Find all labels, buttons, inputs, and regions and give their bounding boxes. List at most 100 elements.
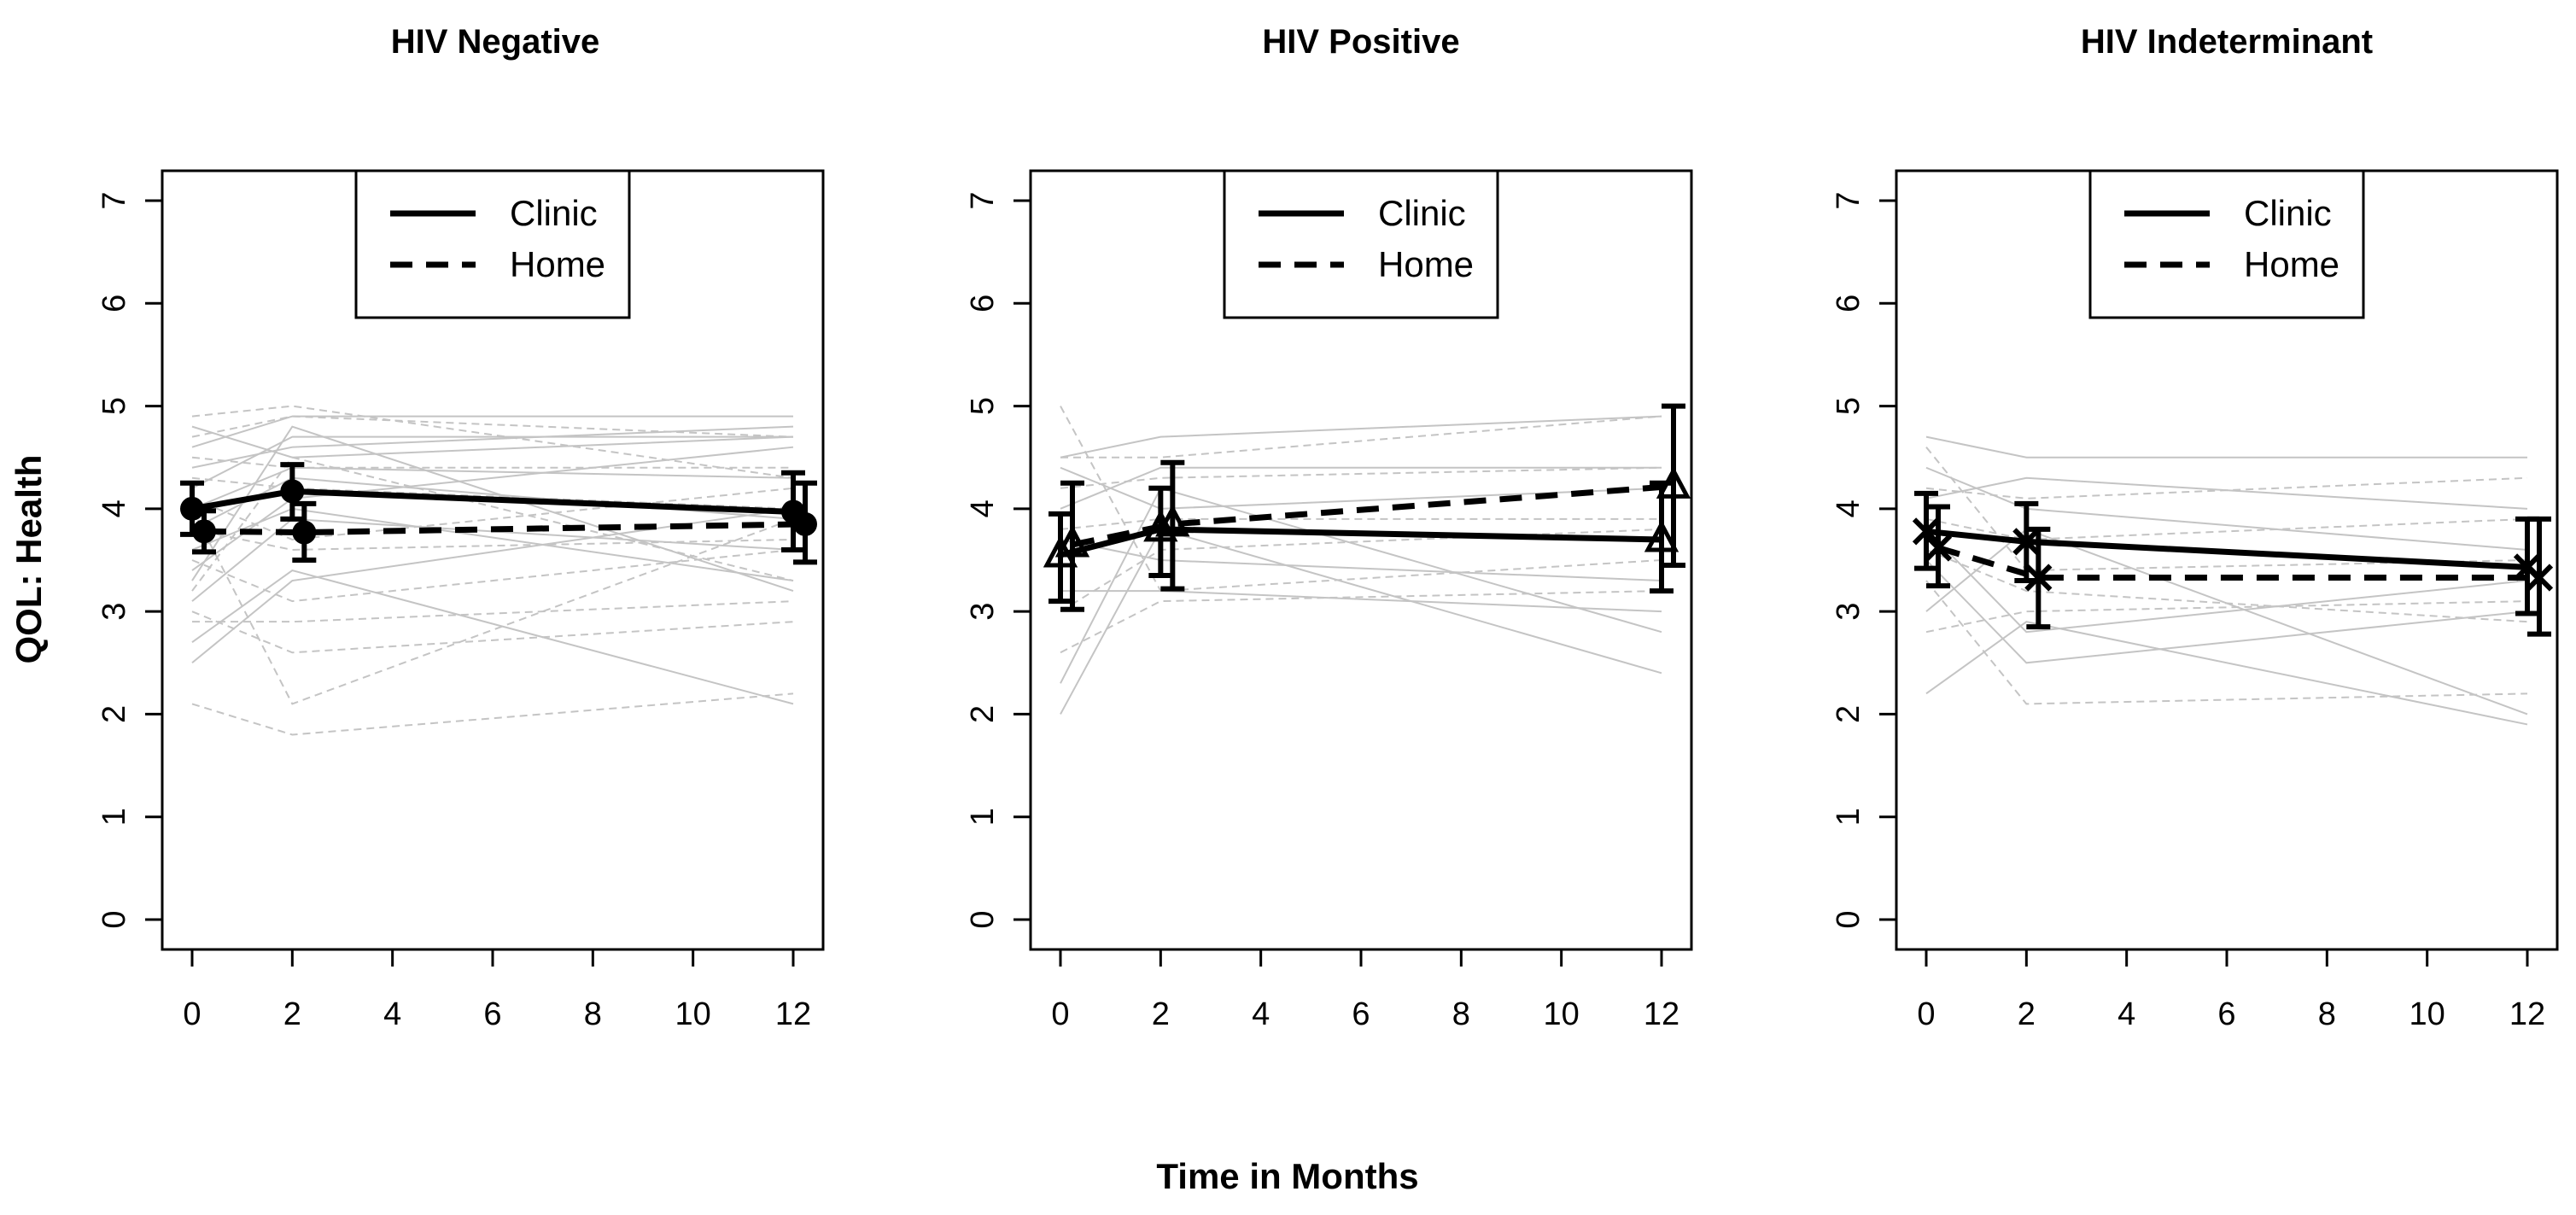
individual-line-clinic — [1925, 621, 2528, 726]
x-tick-label: 4 — [1252, 996, 1270, 1032]
data-point — [1912, 517, 1941, 546]
y-tick-label: 6 — [96, 295, 132, 313]
panel-title: HIV Positive — [1262, 23, 1459, 61]
x-tick-label: 10 — [1544, 996, 1580, 1032]
x-tick-label: 8 — [2318, 996, 2336, 1032]
legend-box — [2088, 169, 2365, 319]
individual-line-home — [191, 456, 794, 592]
legend: Clinic Home — [1223, 169, 1499, 319]
data-point — [1924, 534, 1953, 562]
individual-line-home — [1060, 415, 1662, 459]
series-line-home — [1937, 545, 2539, 581]
data-point — [2024, 564, 2053, 592]
individual-line-home — [1925, 580, 2528, 705]
data-point — [192, 519, 216, 544]
individual-line-home — [1060, 590, 1662, 654]
y-axis-label: QOL: Health — [9, 454, 49, 663]
individual-line-clinic — [191, 435, 793, 489]
individual-line-home — [1925, 476, 2528, 499]
individual-line-home — [1060, 406, 1662, 593]
x-tick-label: 12 — [1644, 996, 1679, 1032]
x-tick-label: 8 — [1452, 996, 1470, 1032]
x-tick-label: 12 — [775, 996, 811, 1032]
y-tick-label: 6 — [1831, 295, 1866, 313]
individual-line-clinic — [1925, 529, 2528, 634]
panel-title: HIV Negative — [391, 23, 600, 61]
x-tick-label: 4 — [383, 996, 401, 1032]
y-tick-label: 5 — [965, 397, 1001, 415]
legend-label-home: Home — [1378, 244, 1474, 284]
y-tick-label: 4 — [1831, 499, 1866, 517]
individual-line-home — [191, 487, 794, 540]
individual-line-home — [191, 610, 794, 654]
data-point — [1656, 466, 1691, 499]
individual-line-clinic — [191, 507, 794, 664]
y-tick-label: 7 — [96, 191, 132, 209]
y-tick-label: 3 — [965, 603, 1001, 621]
series-line-home — [1072, 482, 1674, 548]
individual-line-home — [191, 692, 794, 736]
y-tick-label: 3 — [96, 603, 132, 621]
y-tick-label: 1 — [965, 808, 1001, 826]
y-tick-label: 1 — [96, 808, 132, 826]
individual-line-clinic — [1060, 487, 1662, 684]
y-tick-label: 5 — [96, 397, 132, 415]
x-tick-label: 6 — [1352, 996, 1370, 1032]
x-tick-label: 8 — [584, 996, 602, 1032]
individual-line-home — [192, 600, 794, 623]
x-tick-label: 10 — [2410, 996, 2445, 1032]
y-tick-label: 3 — [1831, 603, 1866, 621]
y-tick-label: 1 — [1831, 808, 1866, 826]
x-tick-label: 2 — [283, 996, 301, 1032]
data-point — [1644, 519, 1679, 552]
individual-line-clinic — [1060, 415, 1662, 459]
legend-label-clinic: Clinic — [510, 193, 598, 233]
individual-line-home — [191, 548, 794, 603]
panel-title: HIV Indeterminant — [2081, 23, 2373, 61]
data-point — [793, 511, 817, 536]
data-point — [2012, 528, 2041, 556]
x-tick-label: 10 — [675, 996, 711, 1032]
individual-line-clinic — [1925, 435, 2527, 459]
y-tick-label: 0 — [96, 910, 132, 928]
individual-line-home — [191, 508, 794, 705]
series-line-home — [203, 521, 806, 536]
legend-box — [1223, 169, 1499, 319]
y-tick-label: 0 — [1831, 910, 1866, 928]
individual-line-home — [1925, 600, 2528, 634]
x-tick-label: 0 — [1051, 996, 1069, 1032]
data-point — [1155, 504, 1190, 537]
individual-line-home — [1925, 517, 2528, 540]
legend-label-home: Home — [510, 244, 605, 284]
y-tick-label: 7 — [965, 191, 1001, 209]
individual-line-home — [1925, 549, 2528, 623]
data-point — [280, 479, 305, 504]
x-tick-label: 2 — [1152, 996, 1170, 1032]
individual-line-clinic — [191, 569, 794, 705]
y-tick-label: 4 — [965, 499, 1001, 517]
y-tick-label: 2 — [965, 705, 1001, 723]
x-tick-label: 6 — [483, 996, 501, 1032]
legend-label-clinic: Clinic — [2244, 193, 2332, 233]
individual-line-home — [191, 528, 794, 551]
individual-line-home — [191, 415, 794, 438]
individual-line-clinic — [1060, 590, 1662, 613]
x-axis-label: Time in Months — [1156, 1156, 1418, 1196]
x-tick-label: 0 — [183, 996, 201, 1032]
data-point — [1043, 534, 1078, 568]
individual-line-clinic — [1060, 528, 1662, 715]
legend-label-home: Home — [2244, 244, 2339, 284]
individual-line-clinic — [1925, 476, 2528, 510]
legend-box — [354, 169, 631, 319]
legend: Clinic Home — [2088, 169, 2365, 319]
y-tick-label: 6 — [965, 295, 1001, 313]
data-point — [2525, 564, 2554, 592]
legend-label-clinic: Clinic — [1378, 193, 1466, 233]
x-tick-label: 0 — [1917, 996, 1935, 1032]
data-point — [292, 520, 317, 545]
y-tick-label: 5 — [1831, 397, 1866, 415]
